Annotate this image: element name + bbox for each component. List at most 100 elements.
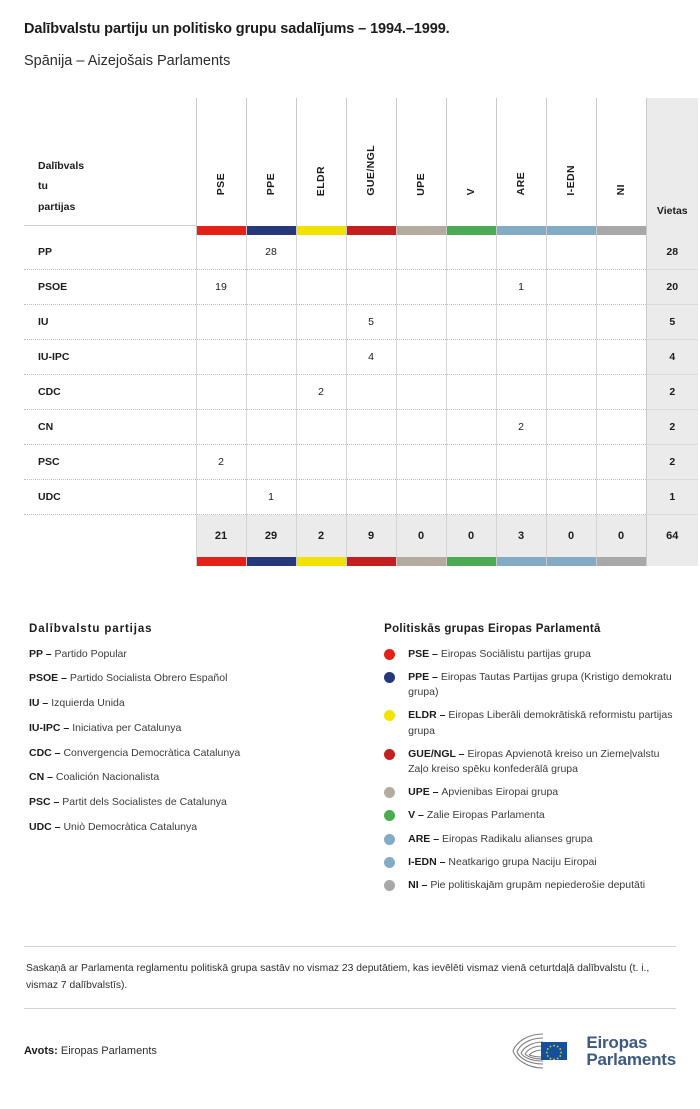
cell-upe [395, 304, 446, 341]
table-row: UDC 1 1 [24, 479, 698, 516]
page-subtitle: Spānija – Aizejošais Parlaments [24, 52, 231, 69]
cell-eldr [295, 409, 346, 446]
group-label: GUE/NGL [365, 145, 377, 196]
row-seats-total: 2 [645, 444, 698, 481]
party-legend-desc: Convergencia Democràtica Catalunya [63, 746, 241, 759]
group-legend-item: ELDR – Eiropas Liberāli demokrātiskā ref… [384, 708, 676, 738]
group-color-dot-icon [384, 810, 396, 822]
group-legend-text: NI – Pie politiskajām grupām nepiederoši… [408, 878, 645, 893]
row-party-label: PSC [24, 444, 196, 481]
bottom-color-swatch-gue-ngl [345, 556, 396, 566]
totals-spacer [24, 514, 196, 557]
bottom-strip-seats-cell [645, 556, 698, 566]
cell-pse [195, 339, 246, 376]
page-title: Dalībvalstu partiju un politisko grupu s… [24, 21, 450, 37]
cell-i-edn [545, 304, 596, 341]
total-are: 3 [495, 514, 546, 557]
cell-are [495, 304, 546, 341]
seat-distribution-table: Dalībvals tu partijas PSE PPE ELDR GUE/NGL U… [24, 97, 698, 566]
cell-pse [195, 479, 246, 516]
party-legend-item: PP – Partido Popular [29, 647, 384, 662]
grand-total: 64 [645, 514, 698, 557]
table-row: PSC 2 2 [24, 444, 698, 481]
group-label: V [465, 188, 477, 196]
table-row: IU 5 5 [24, 304, 698, 341]
row-party-label: CDC [24, 374, 196, 411]
source-row: Avots: Eiropas Parlaments [24, 1031, 676, 1071]
group-legend-text: UPE – Apvienibas Eiropai grupa [408, 785, 558, 800]
cell-pse [195, 304, 246, 341]
party-legend-desc: Iniciativa per Catalunya [72, 721, 182, 734]
cell-v [445, 479, 496, 516]
total-v: 0 [445, 514, 496, 557]
group-color-dot-icon [384, 787, 396, 799]
table-row: CDC 2 2 [24, 374, 698, 411]
bottom-color-swatch-ni [595, 556, 646, 566]
color-swatch-v [445, 225, 496, 235]
group-color-dot-icon [384, 880, 396, 892]
table-body: PP 28 28 PSOE 19 1 20 IU 5 5 IU-IPC 4 4 CDC 2 2 CN 2 2 PSC 2… [24, 234, 698, 516]
bottom-color-swatch-i-edn [545, 556, 596, 566]
bottom-color-swatch-pse [195, 556, 246, 566]
group-color-dot-icon [384, 648, 396, 660]
group-legend-abbr: ELDR – [408, 709, 446, 722]
group-legend-item: PPE – Eiropas Tautas Partijas grupa (Kri… [384, 670, 676, 700]
cell-ppe [245, 304, 296, 341]
cell-ppe [245, 409, 296, 446]
table-row: PSOE 19 1 20 [24, 269, 698, 306]
group-legend-text: V – Zalie Eiropas Parlamenta [408, 808, 545, 823]
party-legend-desc: Partit dels Socialistes de Catalunya [62, 796, 227, 808]
party-column-header: Dalībvals tu partijas [24, 97, 196, 227]
divider-top [24, 946, 676, 948]
cell-gue-ngl: 4 [345, 339, 396, 376]
cell-pse: 19 [195, 269, 246, 306]
group-legend-abbr: PSE – [408, 647, 438, 660]
cell-are: 2 [495, 409, 546, 446]
color-swatch-upe [395, 225, 446, 235]
ep-logo-line-1: Eiropas [586, 1032, 648, 1052]
group-legend-desc: Eiropas Tautas Partijas grupa (Kristigo … [408, 670, 672, 699]
party-legend-item: IU – Izquierda Unida [29, 696, 384, 711]
group-column-header-ppe: PPE [245, 97, 296, 226]
bottom-color-swatch-are [495, 556, 546, 566]
cell-eldr [295, 234, 346, 271]
party-legend-desc: Partido Socialista Obrero Español [69, 672, 228, 685]
color-swatch-are [495, 225, 546, 235]
cell-eldr [295, 269, 346, 306]
group-legend-abbr: GUE/NGL – [408, 747, 465, 760]
group-column-header-upe: UPE [395, 97, 446, 226]
cell-pse: 2 [195, 444, 246, 481]
color-swatch-ppe [245, 225, 296, 235]
cell-eldr [295, 444, 346, 481]
cell-gue-ngl [345, 374, 396, 411]
group-legend-item: UPE – Apvienibas Eiropai grupa [384, 785, 676, 800]
group-legend-abbr: NI – [408, 879, 428, 892]
group-label: PSE [215, 173, 227, 196]
group-legend-text: ARE – Eiropas Radikalu alianses grupa [408, 832, 592, 847]
cell-ni [595, 444, 646, 481]
strip-spacer [24, 226, 196, 235]
cell-ni [595, 269, 646, 306]
cell-ni [595, 304, 646, 341]
legends: Dalībvalstu partijas PP – Partido Popula… [24, 623, 676, 902]
table-head: Dalībvals tu partijas PSE PPE ELDR GUE/NGL U… [24, 97, 698, 235]
cell-eldr: 2 [295, 374, 346, 411]
total-ni: 0 [595, 514, 646, 557]
group-legend-item: NI – Pie politiskajām grupām nepiederoši… [384, 878, 676, 893]
group-legend-item: PSE – Eiropas Sociālistu partijas grupa [384, 647, 676, 662]
row-seats-total: 4 [645, 339, 698, 376]
group-color-dot-icon [384, 856, 396, 868]
cell-i-edn [545, 479, 596, 516]
row-party-label: IU [24, 304, 196, 341]
member-state-parties-legend: Dalībvalstu partijas PP – Partido Popula… [29, 623, 384, 902]
table-header-row: Dalībvals tu partijas PSE PPE ELDR GUE/NGL U… [24, 97, 698, 227]
group-column-header-are: ARE [495, 97, 546, 226]
bottom-color-swatch-eldr [295, 556, 346, 566]
bottom-color-swatch-upe [395, 556, 446, 566]
total-upe: 0 [395, 514, 446, 557]
cell-gue-ngl [345, 269, 396, 306]
row-party-label: IU-IPC [24, 339, 196, 376]
total-ppe: 29 [245, 514, 296, 557]
cell-eldr [295, 339, 346, 376]
